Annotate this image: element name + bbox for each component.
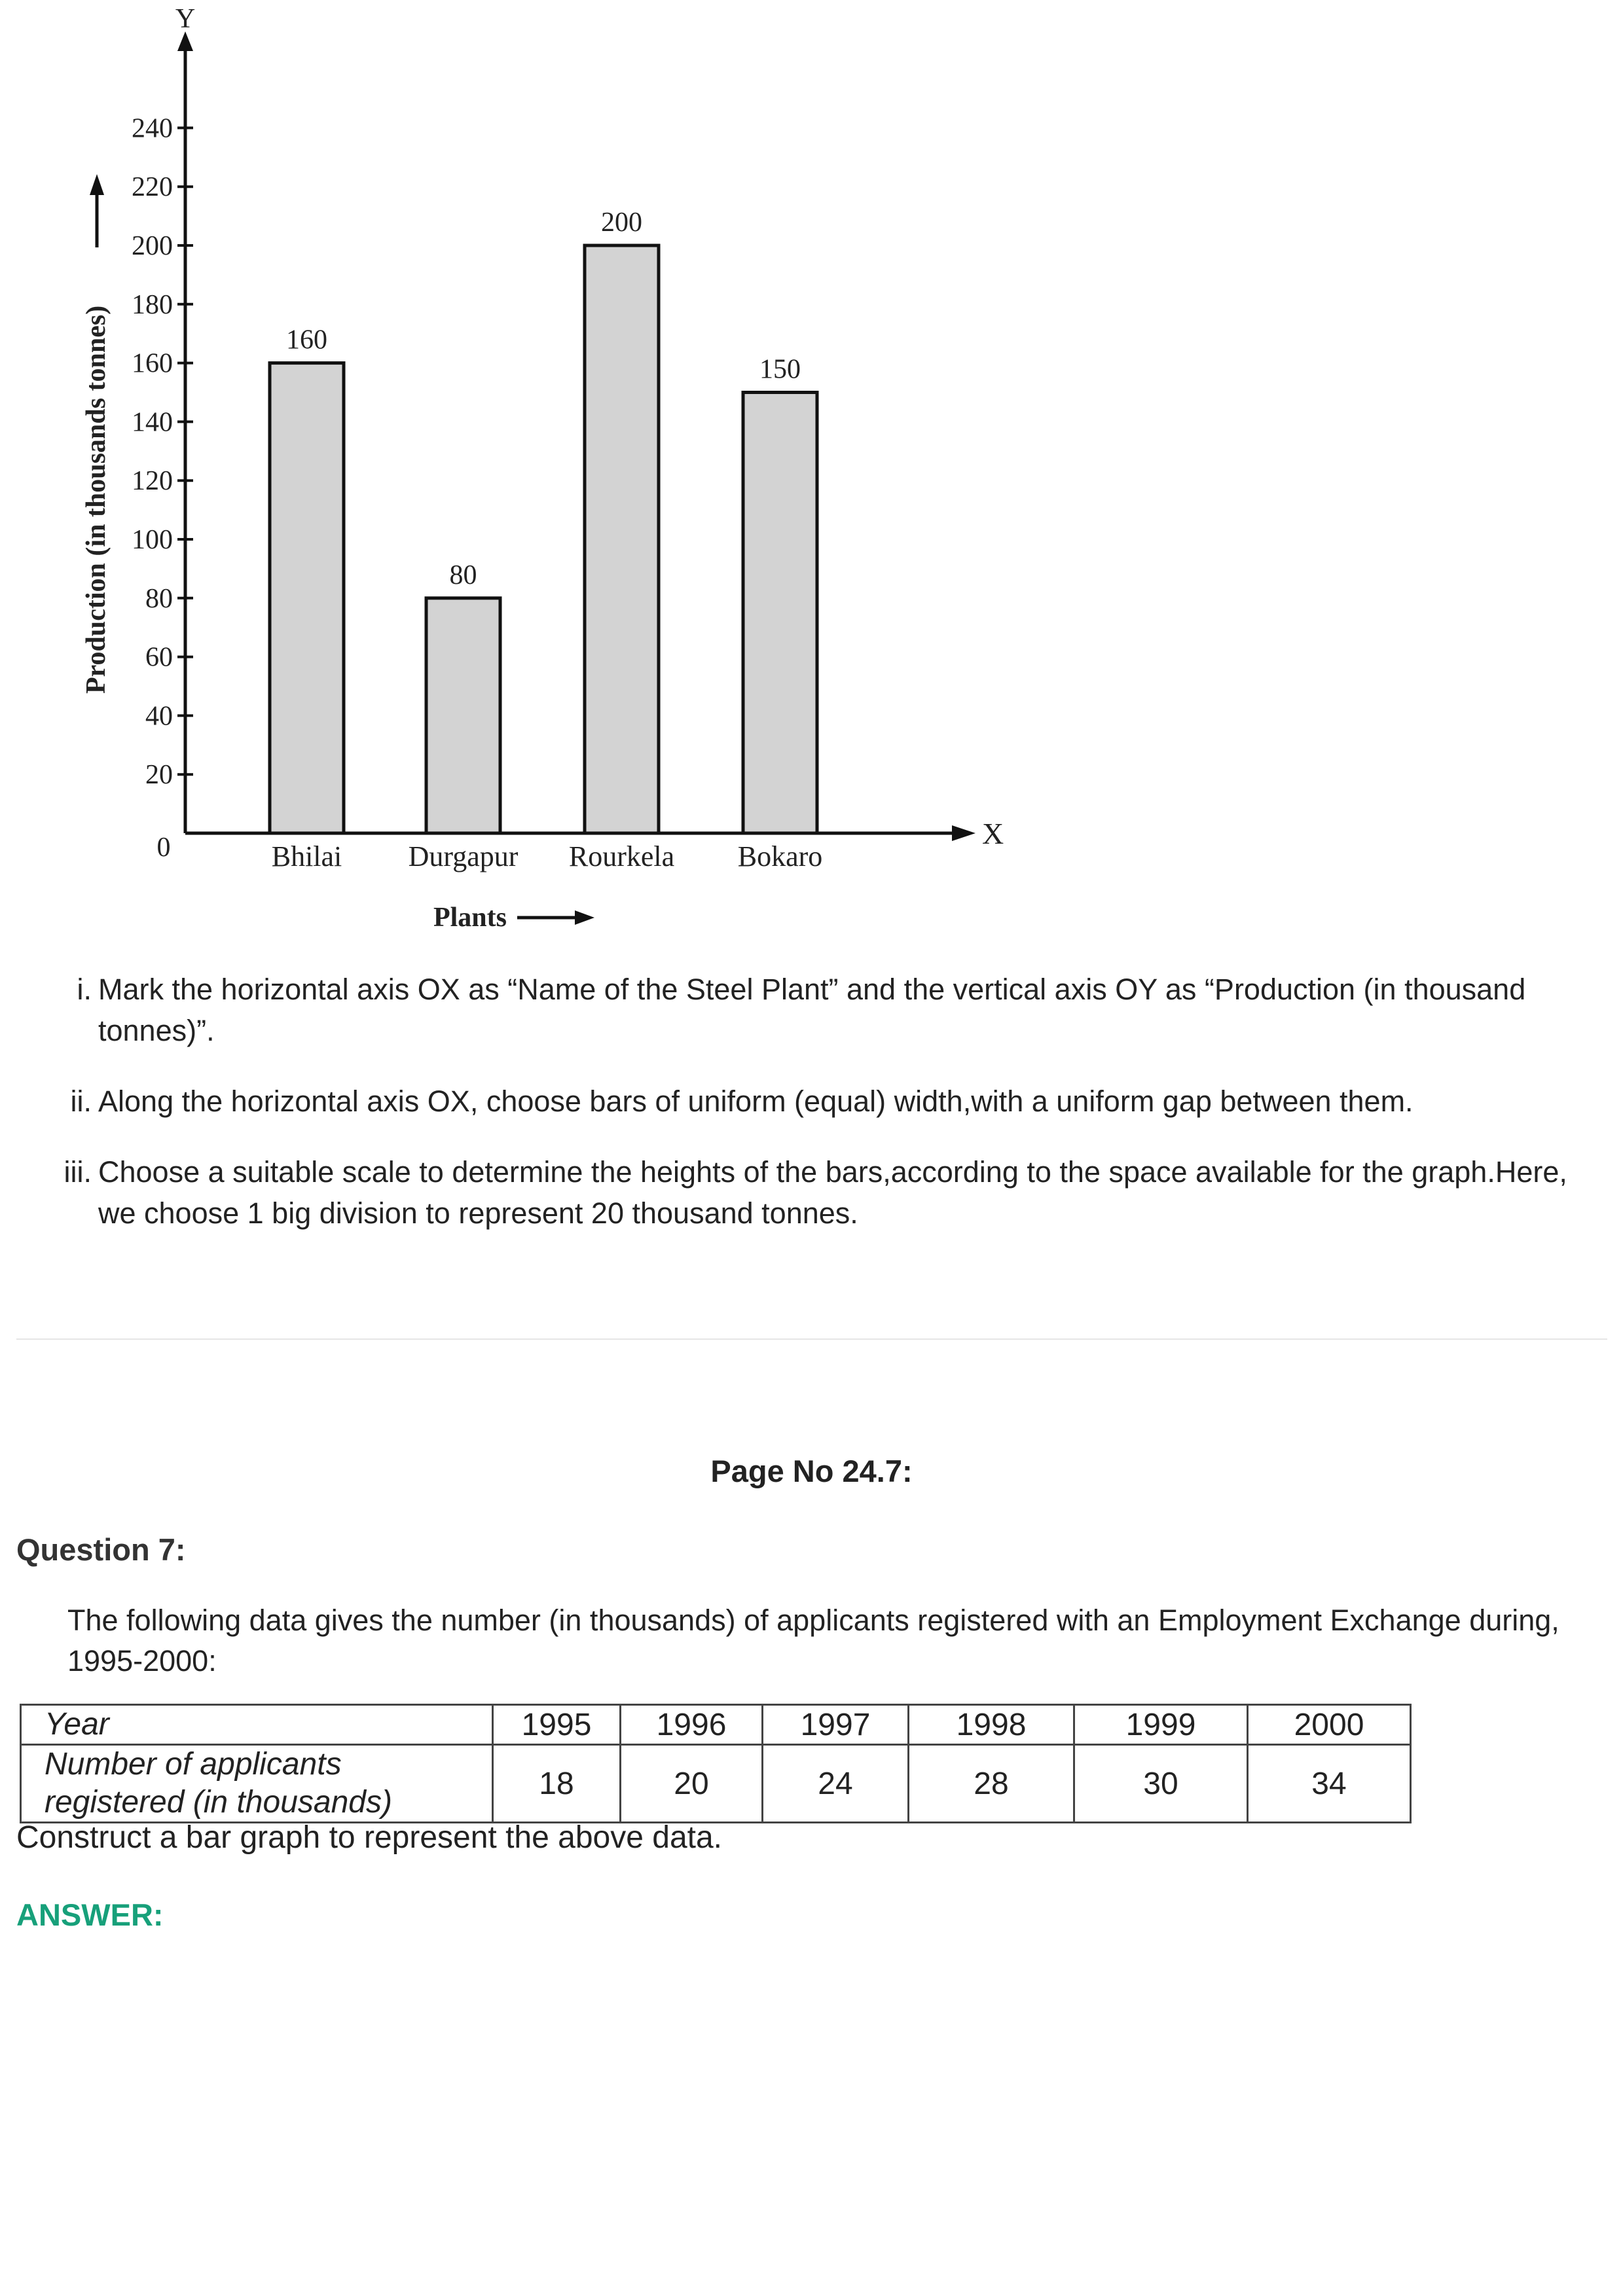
table-cell-year: 2000 bbox=[1247, 1704, 1412, 1746]
table-header-applicants-line1: Number of applicants bbox=[45, 1747, 342, 1782]
table-cell-applicants: 20 bbox=[619, 1744, 763, 1823]
y-axis-letter: Y bbox=[175, 4, 195, 34]
page-number: Page No 24.7: bbox=[710, 1454, 913, 1488]
x-axis-arrow-icon bbox=[952, 825, 976, 841]
step-1-number: i. bbox=[77, 973, 92, 1006]
step-2-number: ii. bbox=[70, 1085, 92, 1118]
x-tick-label: Rourkela bbox=[569, 840, 674, 872]
bars: 160 Bhilai 80 Durgapur 200 Rourkela 150 Bokaro bbox=[268, 207, 823, 872]
x-axis-title: Plants bbox=[433, 903, 507, 933]
step-2-text: Along the horizontal axis OX, choose bar… bbox=[98, 1085, 1413, 1118]
bar-value-label: 80 bbox=[450, 560, 477, 590]
table-cell-applicants: 34 bbox=[1247, 1744, 1412, 1823]
step-2: ii. Along the horizontal axis OX, choose … bbox=[52, 1081, 1611, 1122]
y-tick-label: 220 bbox=[132, 172, 173, 202]
x-axis-letter: X bbox=[982, 817, 1004, 850]
table-header-year: Year bbox=[20, 1704, 494, 1746]
x-tick-label: Bokaro bbox=[738, 840, 823, 872]
y-tick-label: 200 bbox=[132, 231, 173, 261]
answer-label: ANSWER: bbox=[16, 1897, 164, 1932]
steps-list: i. Mark the horizontal axis OX as “Name o… bbox=[52, 969, 1611, 1263]
table-row-applicants: Number of applicants registered (in thous… bbox=[20, 1744, 1412, 1823]
step-1: i. Mark the horizontal axis OX as “Name o… bbox=[52, 969, 1611, 1051]
question-title: Question 7: bbox=[16, 1532, 186, 1567]
applicants-table: Year 1995 1996 1997 1998 1999 2000 Numbe… bbox=[20, 1704, 1412, 1823]
y-tick-label: 140 bbox=[132, 407, 173, 437]
question-intro: The following data gives the number (in … bbox=[67, 1604, 1559, 1677]
y-tick-label: 60 bbox=[145, 643, 173, 673]
table-cell-year: 1999 bbox=[1073, 1704, 1249, 1746]
chart-axes: Y X 0 Plants Production (in thousands tonnes… bbox=[81, 4, 1004, 933]
y-tick-label: 100 bbox=[132, 525, 173, 555]
bar-value-label: 200 bbox=[601, 207, 642, 238]
table-cell-applicants: 28 bbox=[907, 1744, 1075, 1823]
table-cell-year: 1996 bbox=[619, 1704, 763, 1746]
origin-label: 0 bbox=[157, 833, 171, 863]
step-3-number: iii. bbox=[64, 1155, 92, 1189]
question-instruction: Construct a bar graph to represent the a… bbox=[16, 1820, 723, 1855]
table-cell-year: 1995 bbox=[492, 1704, 621, 1746]
y-tick-label: 240 bbox=[132, 113, 173, 143]
table-header-applicants-line2: registered (in thousands) bbox=[45, 1785, 392, 1820]
bar bbox=[741, 391, 819, 835]
step-3: iii. Choose a suitable scale to determine… bbox=[52, 1151, 1611, 1234]
table-cell-applicants: 30 bbox=[1073, 1744, 1249, 1823]
step-3-text: Choose a suitable scale to determine the… bbox=[98, 1155, 1567, 1230]
steel-production-bar-chart: Y X 0 Plants Production (in thousands tonnes… bbox=[81, 4, 1004, 933]
x-tick-label: Durgapur bbox=[409, 840, 519, 872]
bar bbox=[424, 596, 502, 835]
section-divider bbox=[16, 1338, 1607, 1340]
x-title-arrow-icon bbox=[575, 910, 594, 925]
table-cell-applicants: 24 bbox=[761, 1744, 909, 1823]
y-tick-label: 20 bbox=[145, 760, 173, 790]
bar-value-label: 150 bbox=[759, 355, 801, 385]
y-axis-title: Production (in thousands tonnes) bbox=[81, 306, 111, 694]
y-axis-ticks: 20 40 60 80 100 120 140 160 180 200 220 240 bbox=[132, 113, 193, 790]
table-cell-applicants: 18 bbox=[492, 1744, 621, 1823]
y-title-arrow-icon bbox=[90, 174, 104, 195]
table-header-applicants: Number of applicants registered (in thous… bbox=[20, 1744, 494, 1823]
y-tick-label: 180 bbox=[132, 290, 173, 320]
bar bbox=[583, 243, 661, 835]
step-1-text: Mark the horizontal axis OX as “Name of … bbox=[98, 973, 1526, 1047]
y-tick-label: 40 bbox=[145, 701, 173, 731]
bar-value-label: 160 bbox=[286, 325, 327, 355]
y-tick-label: 160 bbox=[132, 349, 173, 379]
table-row-year: Year 1995 1996 1997 1998 1999 2000 bbox=[20, 1704, 1412, 1746]
x-tick-label: Bhilai bbox=[272, 840, 342, 872]
table-cell-year: 1997 bbox=[761, 1704, 909, 1746]
table-cell-year: 1998 bbox=[907, 1704, 1075, 1746]
bar bbox=[268, 361, 346, 835]
y-axis-arrow-icon bbox=[177, 31, 193, 51]
y-tick-label: 80 bbox=[145, 584, 173, 614]
y-tick-label: 120 bbox=[132, 466, 173, 496]
